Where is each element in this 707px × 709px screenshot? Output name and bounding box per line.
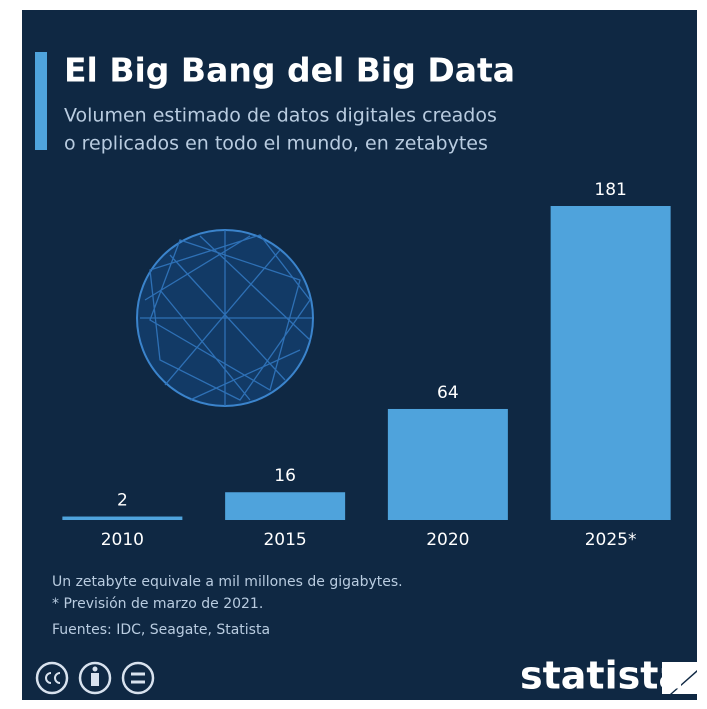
chart-subtitle: Volumen estimado de datos digitales crea… bbox=[64, 105, 497, 127]
x-tick-label: 2025* bbox=[585, 530, 637, 550]
bar bbox=[550, 206, 671, 520]
note: * Previsión de marzo de 2021. bbox=[52, 596, 263, 612]
value-label: 2 bbox=[117, 491, 128, 511]
brand-mark bbox=[662, 662, 697, 694]
brand-logo: statista bbox=[520, 654, 684, 698]
x-tick-label: 2010 bbox=[101, 530, 144, 550]
bar bbox=[387, 408, 508, 520]
x-tick-label: 2020 bbox=[426, 530, 469, 550]
bar bbox=[225, 492, 346, 520]
globe bbox=[136, 229, 314, 407]
bar bbox=[62, 516, 183, 520]
note: Un zetabyte equivale a mil millones de g… bbox=[52, 574, 403, 590]
source: Fuentes: IDC, Seagate, Statista bbox=[52, 622, 270, 638]
chart-subtitle: o replicados en todo el mundo, en zetaby… bbox=[64, 133, 488, 155]
value-label: 16 bbox=[274, 466, 296, 486]
chart-title: El Big Bang del Big Data bbox=[64, 51, 515, 90]
value-label: 181 bbox=[594, 180, 626, 200]
license-icons bbox=[35, 661, 155, 695]
x-tick-label: 2015 bbox=[263, 530, 306, 550]
value-label: 64 bbox=[437, 383, 459, 403]
accent-bar bbox=[35, 52, 47, 150]
